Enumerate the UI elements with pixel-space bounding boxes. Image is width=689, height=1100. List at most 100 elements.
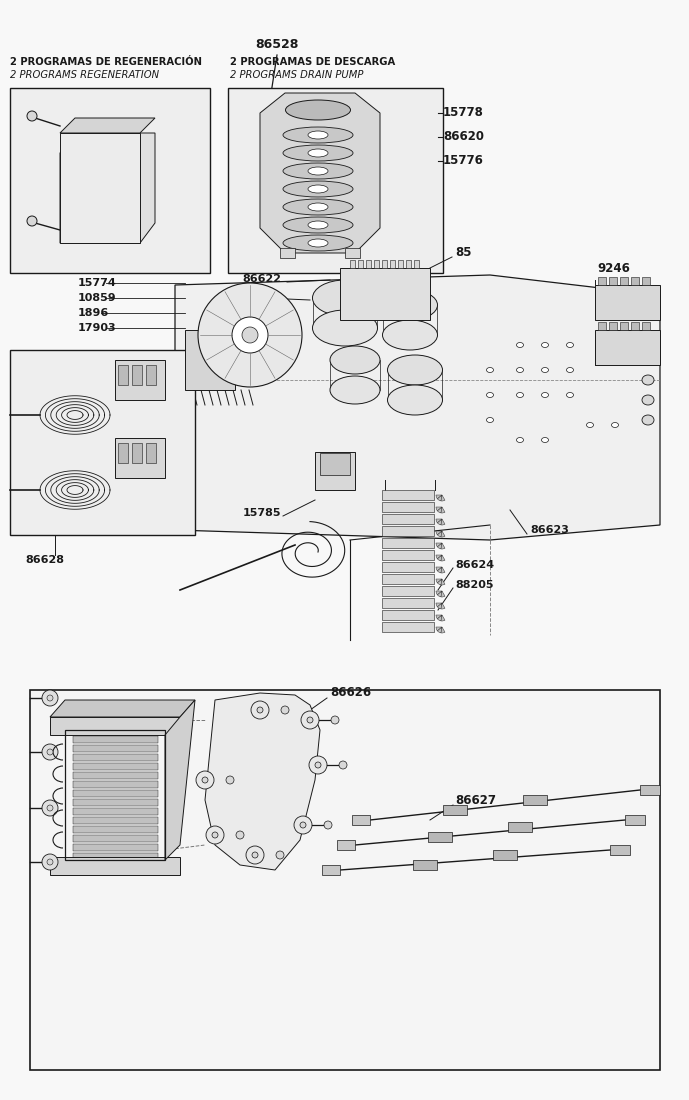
Bar [382, 538, 434, 548]
Circle shape [242, 327, 258, 343]
Bar [382, 550, 434, 560]
Wedge shape [441, 507, 445, 513]
Text: 85: 85 [455, 245, 471, 258]
Bar [118, 443, 128, 463]
Ellipse shape [285, 100, 351, 120]
Ellipse shape [586, 422, 593, 428]
Wedge shape [441, 556, 445, 561]
Wedge shape [441, 603, 445, 609]
Ellipse shape [283, 235, 353, 251]
Wedge shape [438, 603, 442, 609]
Circle shape [226, 776, 234, 784]
Bar [493, 850, 517, 860]
Bar [65, 730, 165, 860]
Ellipse shape [308, 185, 328, 192]
Circle shape [300, 822, 306, 828]
Bar [640, 785, 660, 795]
Bar [428, 832, 452, 842]
Bar [382, 621, 434, 632]
Bar [382, 586, 434, 596]
Bar [320, 453, 350, 475]
Ellipse shape [382, 320, 438, 350]
Ellipse shape [542, 342, 548, 348]
Circle shape [301, 711, 319, 729]
Ellipse shape [387, 385, 442, 415]
Ellipse shape [642, 395, 654, 405]
Bar [73, 736, 158, 743]
Wedge shape [438, 579, 442, 585]
Bar [610, 845, 630, 855]
Bar [642, 277, 650, 285]
Ellipse shape [283, 163, 353, 179]
Wedge shape [438, 543, 442, 549]
Bar [443, 805, 467, 815]
Ellipse shape [283, 182, 353, 197]
Bar [625, 815, 645, 825]
Bar [73, 817, 158, 824]
Circle shape [251, 701, 269, 719]
Wedge shape [436, 507, 442, 510]
Circle shape [202, 777, 208, 783]
Bar [631, 277, 639, 285]
Circle shape [252, 852, 258, 858]
Circle shape [206, 826, 224, 844]
Wedge shape [436, 627, 442, 631]
Bar [337, 840, 355, 850]
Ellipse shape [387, 355, 442, 385]
Bar [73, 808, 158, 815]
Bar [382, 610, 434, 620]
Bar [73, 772, 158, 779]
Bar [350, 260, 355, 268]
Ellipse shape [283, 199, 353, 214]
Circle shape [281, 706, 289, 714]
Circle shape [315, 762, 321, 768]
Bar [374, 260, 379, 268]
Bar [390, 260, 395, 268]
Bar [620, 277, 628, 285]
Wedge shape [441, 519, 445, 525]
Wedge shape [438, 531, 442, 537]
Bar [146, 443, 156, 463]
Circle shape [232, 317, 268, 353]
Circle shape [198, 283, 302, 387]
Wedge shape [438, 566, 442, 573]
Polygon shape [175, 275, 660, 540]
Circle shape [307, 717, 313, 723]
Circle shape [236, 830, 244, 839]
Bar [620, 322, 628, 330]
Bar [406, 260, 411, 268]
Bar [73, 844, 158, 851]
Bar [132, 365, 142, 385]
Text: 9246: 9246 [597, 262, 630, 275]
Bar [280, 248, 295, 258]
Bar [73, 781, 158, 788]
Ellipse shape [517, 393, 524, 397]
Bar [73, 754, 158, 761]
Bar [73, 852, 158, 860]
Ellipse shape [612, 422, 619, 428]
Bar [10, 350, 195, 535]
Ellipse shape [308, 221, 328, 229]
Text: 10859: 10859 [78, 293, 116, 303]
Bar [73, 835, 158, 842]
Wedge shape [436, 579, 442, 583]
Ellipse shape [517, 438, 524, 442]
Bar [10, 88, 210, 273]
Circle shape [196, 771, 214, 789]
Wedge shape [436, 543, 442, 547]
Ellipse shape [517, 342, 524, 348]
Circle shape [212, 832, 218, 838]
Wedge shape [436, 531, 442, 535]
Bar [315, 452, 355, 490]
Bar [345, 248, 360, 258]
Ellipse shape [642, 375, 654, 385]
Circle shape [42, 690, 58, 706]
Circle shape [339, 761, 347, 769]
Wedge shape [436, 566, 442, 571]
Wedge shape [441, 531, 445, 537]
Wedge shape [441, 591, 445, 597]
Bar [382, 574, 434, 584]
Bar [609, 277, 617, 285]
Ellipse shape [517, 367, 524, 373]
Bar [358, 260, 363, 268]
